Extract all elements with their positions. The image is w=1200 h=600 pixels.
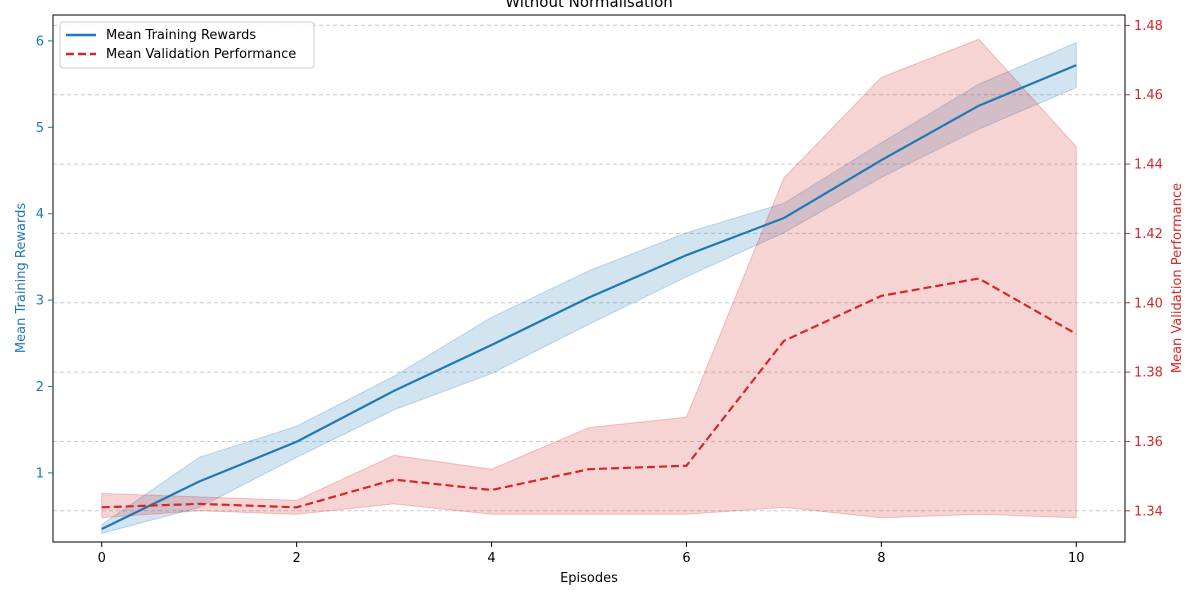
y-right-tick-label: 1.34: [1134, 504, 1163, 519]
x-tick-label: 8: [877, 551, 885, 566]
legend-label-training: Mean Training Rewards: [106, 28, 256, 43]
y-axis-right-label: Mean Validation Performance: [1170, 183, 1185, 373]
series-line-training: [101, 64, 1077, 531]
legend: Mean Training Rewards Mean Validation Pe…: [59, 21, 315, 69]
grid: [53, 24, 1125, 512]
y-right-tick-label: 1.40: [1134, 296, 1163, 311]
band-validation: [101, 38, 1077, 519]
x-tick-label: 0: [98, 551, 106, 566]
legend-box: [59, 21, 315, 69]
y-axis-left: 1 2 3 4 5 6: [36, 34, 53, 481]
y-left-tick-label: 2: [36, 380, 44, 395]
y-axis-right: 1.34 1.36 1.38 1.40 1.42 1.44 1.46 1.48: [1125, 19, 1163, 519]
confidence-bands: [101, 38, 1077, 535]
y-right-tick-label: 1.48: [1134, 19, 1163, 34]
chart-title: Without Normalisation: [505, 0, 673, 11]
y-right-tick-label: 1.36: [1134, 435, 1163, 450]
y-right-tick-label: 1.46: [1134, 88, 1163, 103]
y-axis-left-label: Mean Training Rewards: [14, 203, 29, 353]
y-left-tick-label: 1: [36, 466, 44, 481]
x-tick-label: 2: [292, 551, 300, 566]
x-tick-label: 10: [1068, 551, 1085, 566]
y-right-tick-label: 1.42: [1134, 227, 1163, 242]
y-left-tick-label: 3: [36, 294, 44, 309]
y-left-tick-label: 5: [36, 121, 44, 136]
series-lines: [101, 64, 1077, 531]
band-training: [101, 41, 1077, 535]
y-right-tick-label: 1.44: [1134, 158, 1163, 173]
x-axis-label: Episodes: [560, 571, 618, 586]
series-line-validation: [101, 277, 1077, 509]
x-axis: 0 2 4 6 8 10: [98, 542, 1085, 566]
y-left-tick-label: 6: [36, 34, 44, 49]
y-right-tick-label: 1.38: [1134, 366, 1163, 381]
x-tick-label: 6: [682, 551, 690, 566]
y-left-tick-label: 4: [36, 207, 44, 222]
x-tick-label: 4: [487, 551, 495, 566]
legend-label-validation: Mean Validation Performance: [106, 47, 296, 62]
plot-frame: [52, 14, 1126, 543]
